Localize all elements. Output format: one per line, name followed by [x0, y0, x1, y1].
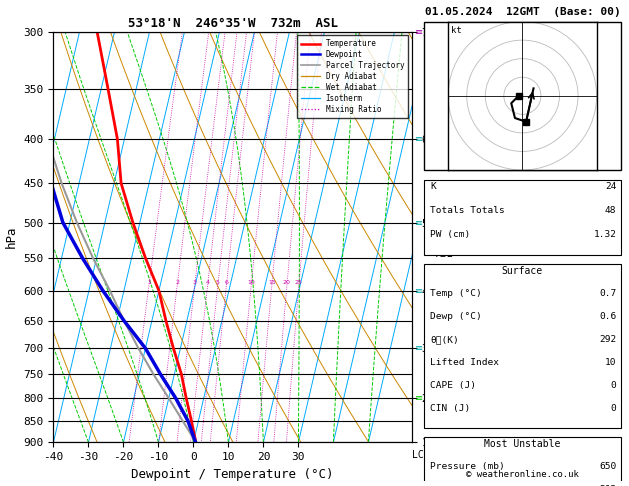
Bar [425, 264, 621, 429]
Text: 0.7: 0.7 [599, 289, 616, 298]
Y-axis label: km
ASL: km ASL [435, 237, 453, 259]
Legend: Temperature, Dewpoint, Parcel Trajectory, Dry Adiabat, Wet Adiabat, Isotherm, Mi: Temperature, Dewpoint, Parcel Trajectory… [297, 35, 408, 118]
Text: 20: 20 [283, 280, 291, 285]
Text: Temp (°C): Temp (°C) [430, 289, 482, 298]
Text: 4: 4 [206, 280, 209, 285]
Text: ≡: ≡ [415, 218, 423, 227]
Text: 10: 10 [605, 358, 616, 367]
Text: 0: 0 [611, 381, 616, 390]
Text: kt: kt [451, 26, 462, 35]
Text: 1: 1 [147, 280, 151, 285]
Text: K: K [430, 182, 436, 191]
Text: 15: 15 [268, 280, 276, 285]
Title: 53°18'N  246°35'W  732m  ASL: 53°18'N 246°35'W 732m ASL [128, 17, 338, 31]
Text: Lifted Index: Lifted Index [430, 358, 499, 367]
Bar [425, 179, 621, 255]
Text: 6: 6 [225, 280, 228, 285]
Text: Totals Totals: Totals Totals [430, 206, 505, 215]
Text: Dewp (°C): Dewp (°C) [430, 312, 482, 321]
Text: 48: 48 [605, 206, 616, 215]
Bar [425, 21, 621, 170]
Text: © weatheronline.co.uk: © weatheronline.co.uk [466, 470, 579, 479]
Text: 1.32: 1.32 [593, 230, 616, 239]
Text: 3: 3 [192, 280, 197, 285]
Text: 0.6: 0.6 [599, 312, 616, 321]
Text: ≡: ≡ [415, 134, 423, 144]
X-axis label: Dewpoint / Temperature (°C): Dewpoint / Temperature (°C) [131, 468, 334, 481]
Y-axis label: hPa: hPa [5, 226, 18, 248]
Text: 10: 10 [247, 280, 255, 285]
Text: ≡: ≡ [415, 343, 423, 353]
Text: CAPE (J): CAPE (J) [430, 381, 476, 390]
Text: 24: 24 [605, 182, 616, 191]
Text: Surface: Surface [502, 266, 543, 276]
Text: ≡: ≡ [415, 393, 423, 403]
Text: 25: 25 [295, 280, 303, 285]
Text: PW (cm): PW (cm) [430, 230, 470, 239]
Text: CIN (J): CIN (J) [430, 404, 470, 413]
Text: Pressure (mb): Pressure (mb) [430, 463, 505, 471]
Text: 650: 650 [599, 463, 616, 471]
Text: 5: 5 [216, 280, 220, 285]
Text: 0: 0 [611, 404, 616, 413]
Text: 01.05.2024  12GMT  (Base: 00): 01.05.2024 12GMT (Base: 00) [425, 7, 620, 17]
Text: θᴇ(K): θᴇ(K) [430, 335, 459, 344]
Text: 2: 2 [175, 280, 179, 285]
Text: ≡: ≡ [415, 286, 423, 295]
Text: 292: 292 [599, 335, 616, 344]
Text: LCL: LCL [412, 451, 430, 460]
Bar [425, 437, 621, 486]
Text: Most Unstable: Most Unstable [484, 439, 560, 450]
Text: ≡: ≡ [415, 27, 423, 36]
